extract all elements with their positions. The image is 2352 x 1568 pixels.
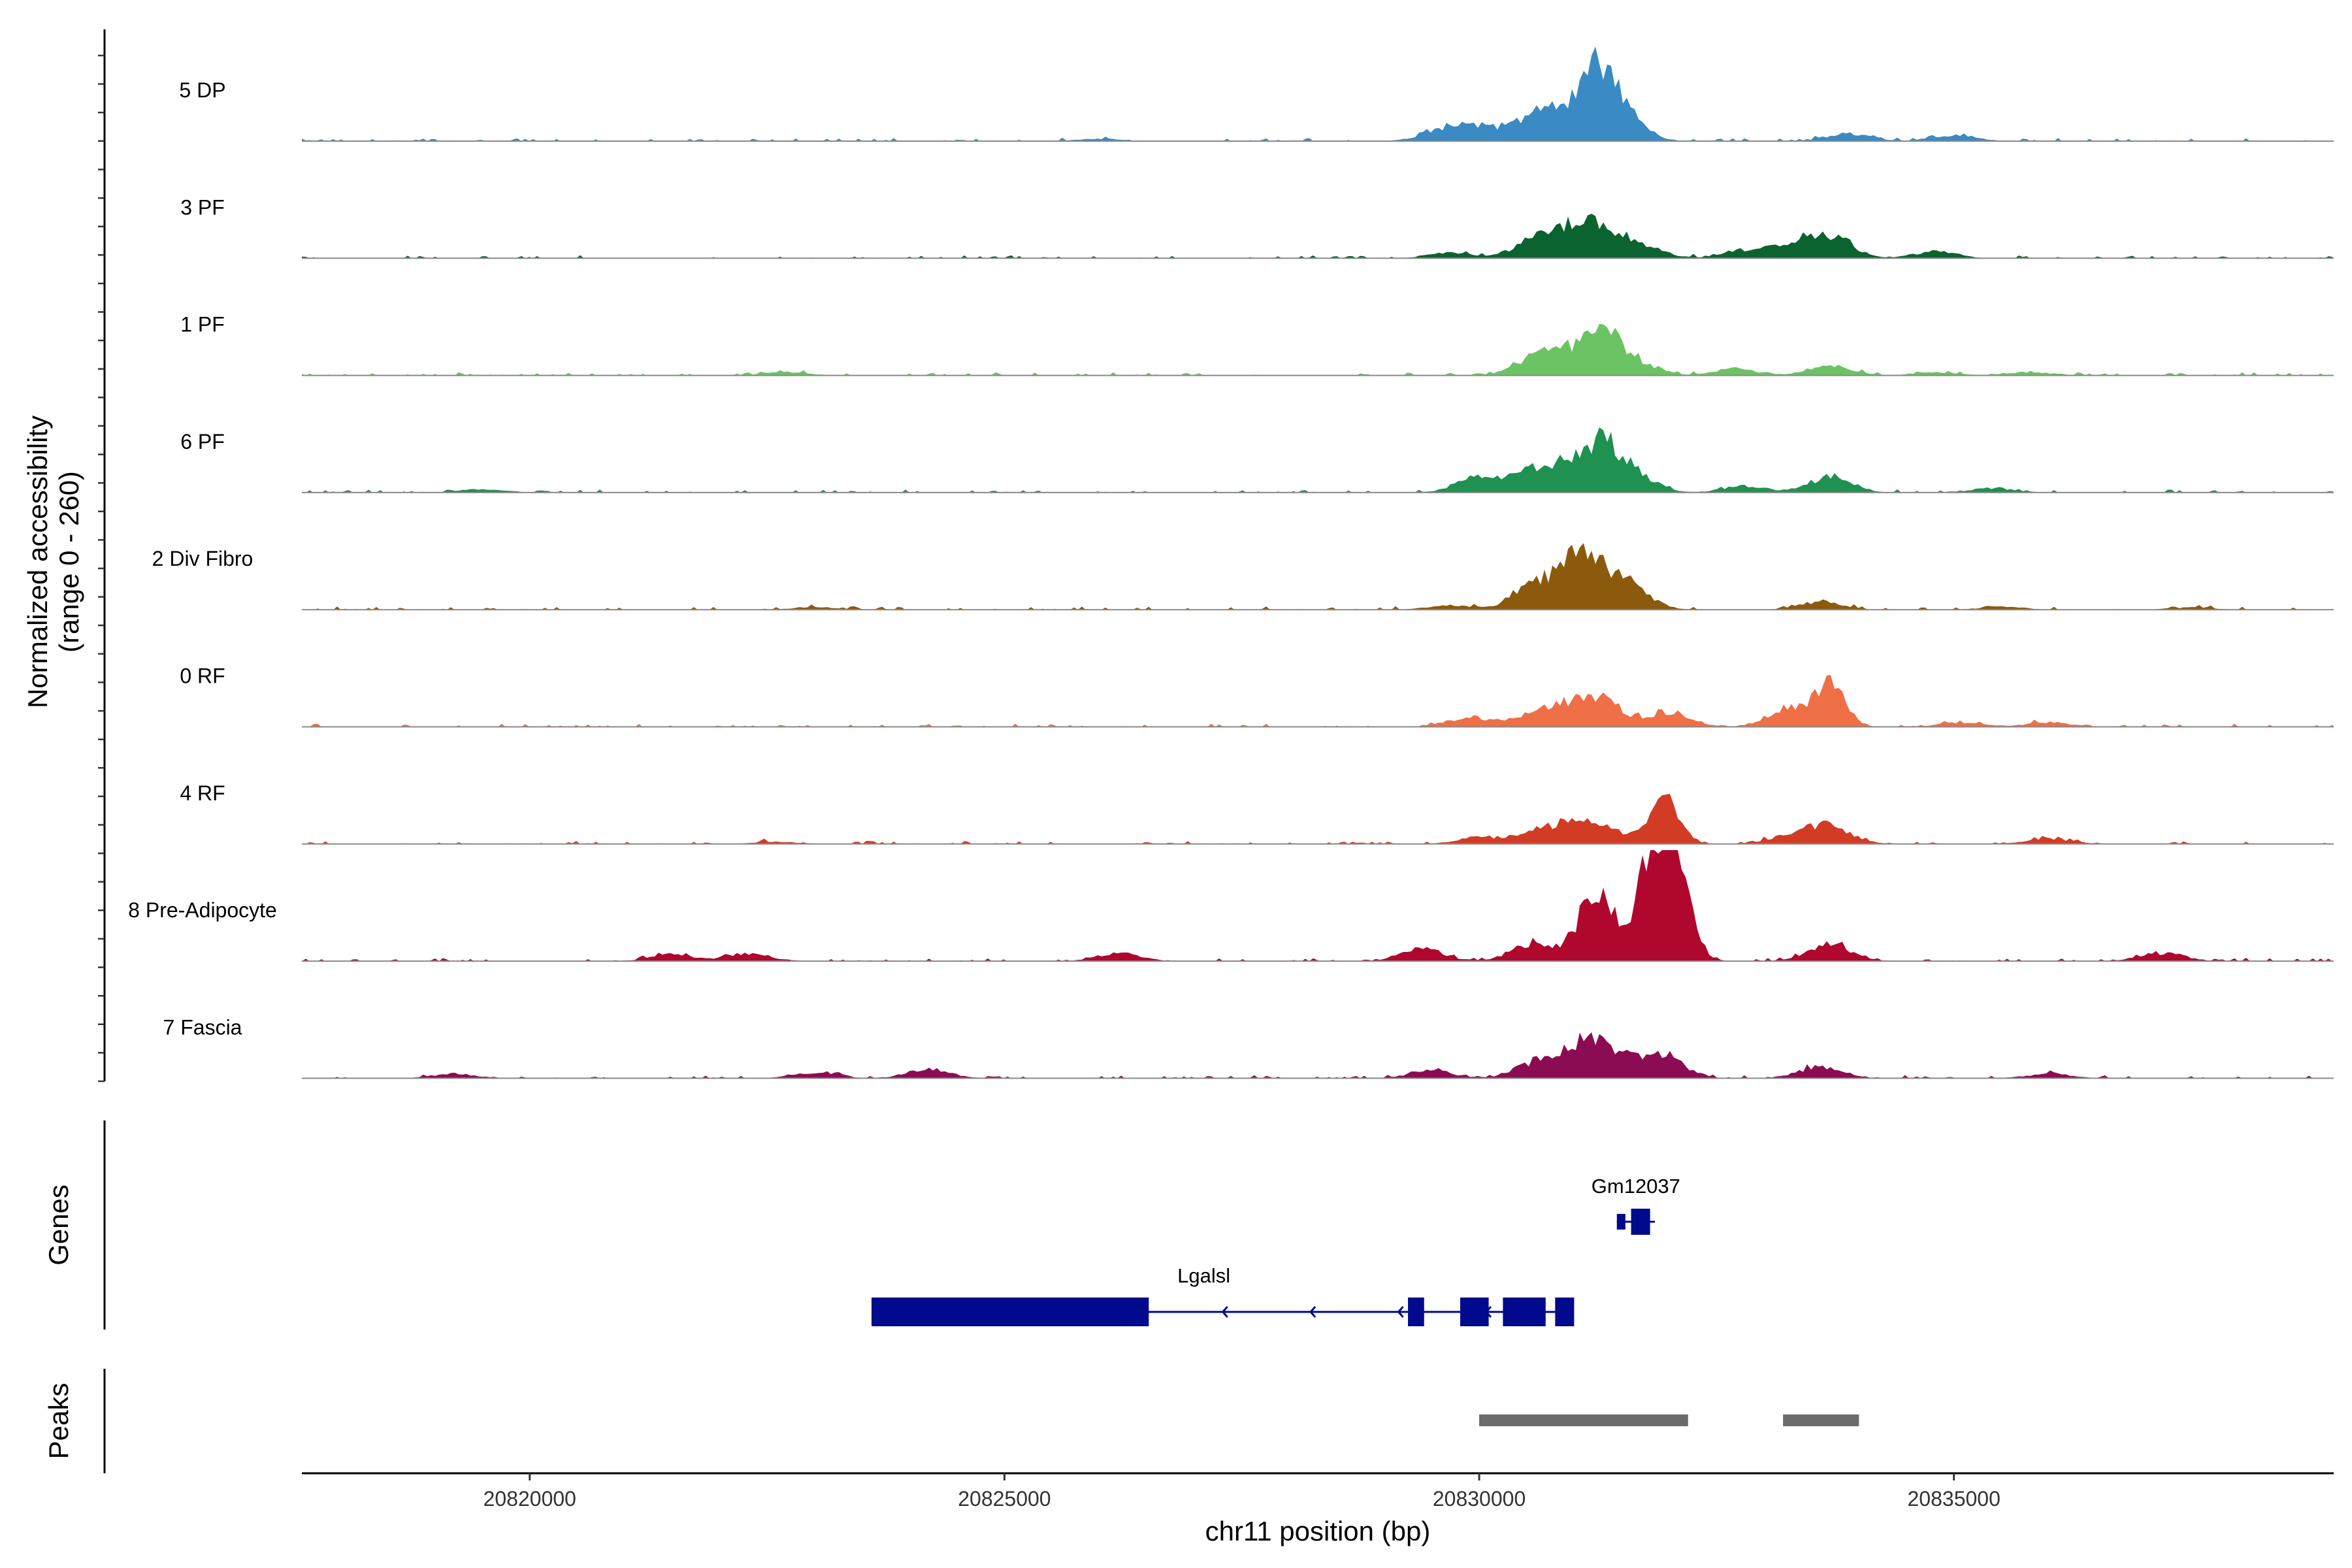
coverage-area	[302, 794, 2334, 844]
track-4: 6 PF	[180, 427, 2334, 493]
track-5: 2 Div Fibro	[152, 543, 2334, 611]
gene-label: Lgalsl	[1177, 1264, 1230, 1287]
x-tick-label: 20830000	[1433, 1487, 1526, 1511]
track-label: 4 RF	[180, 781, 225, 805]
gene-exon	[1631, 1209, 1650, 1235]
track-9: 7 Fascia	[163, 1015, 2334, 1079]
track-label: 8 Pre-Adipocyte	[128, 898, 277, 922]
peak-regions	[1479, 1414, 1859, 1426]
coverage-tracks: 5 DP 3 PF 1 PF 6 PF 2 Div Fibro 0 RF 4 RF 8 Pre…	[128, 46, 2334, 1079]
x-axis-ticks: 20820000 20825000 20830000 20835000	[483, 1473, 2001, 1511]
x-axis-label: chr11 position (bp)	[1205, 1516, 1431, 1546]
gene-exon	[1555, 1298, 1575, 1326]
peak-region	[1479, 1414, 1688, 1426]
y-axis-label-line1: Normalized accessibility	[22, 416, 53, 708]
gene-annotations: Gm12037 Lgalsl	[871, 1175, 1680, 1326]
genes-panel-label: Genes	[43, 1184, 74, 1266]
peak-region	[1783, 1414, 1859, 1426]
gene-exon	[1408, 1298, 1424, 1326]
coverage-area	[302, 214, 2334, 259]
gene-exon	[871, 1298, 1149, 1326]
track-8: 8 Pre-Adipocyte	[128, 850, 2334, 962]
strand-arrow	[1397, 1306, 1404, 1318]
coverage-area	[302, 427, 2334, 493]
coverage-area	[302, 543, 2334, 610]
track-label: 1 PF	[180, 313, 225, 336]
gene-gm12037: Gm12037	[1592, 1175, 1680, 1235]
coverage-area	[302, 46, 2334, 141]
gene-label: Gm12037	[1592, 1175, 1680, 1198]
y-axis	[98, 29, 106, 1083]
track-6: 0 RF	[180, 664, 2334, 728]
strand-arrow	[1221, 1306, 1228, 1318]
x-tick-label: 20825000	[958, 1487, 1051, 1511]
gene-exon	[1616, 1214, 1625, 1230]
coverage-area	[302, 1032, 2334, 1079]
coverage-area	[302, 323, 2334, 376]
peaks-panel-label: Peaks	[43, 1383, 74, 1460]
x-tick-label: 20820000	[483, 1487, 576, 1511]
track-1: 5 DP	[179, 46, 2334, 142]
gene-exon	[1460, 1298, 1489, 1326]
track-label: 2 Div Fibro	[152, 547, 253, 570]
track-3: 1 PF	[180, 313, 2334, 376]
coverage-area	[302, 850, 2334, 962]
track-label: 5 DP	[179, 78, 225, 102]
y-axis-label-line2: (range 0 - 260)	[54, 471, 84, 653]
x-tick-label: 20835000	[1908, 1487, 2001, 1511]
track-label: 7 Fascia	[163, 1015, 242, 1039]
track-label: 0 RF	[180, 664, 225, 688]
gene-lgalsl: Lgalsl	[871, 1264, 1575, 1326]
coverage-area	[302, 675, 2334, 727]
track-7: 4 RF	[180, 781, 2334, 845]
strand-arrow	[1309, 1306, 1316, 1318]
track-label: 6 PF	[180, 430, 225, 453]
track-2: 3 PF	[180, 195, 2334, 259]
gene-exon	[1503, 1298, 1546, 1326]
track-label: 3 PF	[180, 195, 225, 219]
